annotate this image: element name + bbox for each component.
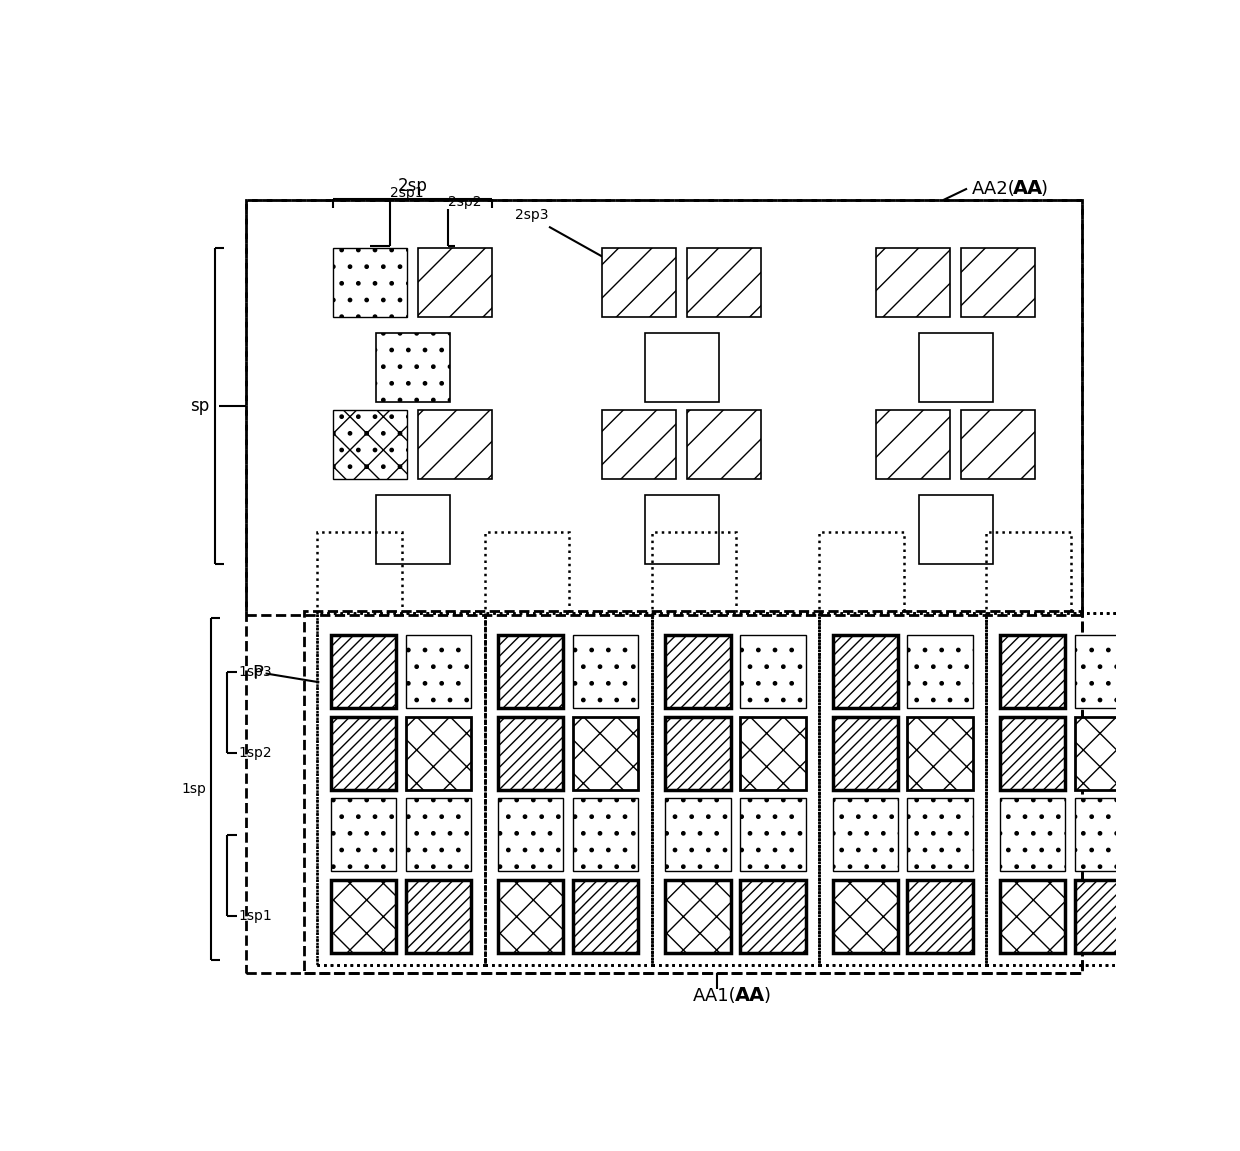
Bar [418, 247, 492, 318]
Text: 1sp2: 1sp2 [238, 746, 273, 760]
Bar [304, 611, 1083, 973]
Text: 2sp3: 2sp3 [516, 208, 549, 222]
Bar [908, 635, 973, 708]
Bar [645, 495, 719, 564]
Bar [666, 635, 730, 708]
Bar [376, 495, 450, 564]
Bar [573, 717, 639, 790]
Bar [331, 717, 397, 790]
Bar [645, 333, 719, 402]
Text: ): ) [1042, 180, 1048, 198]
Bar [1075, 799, 1140, 871]
Bar [820, 613, 986, 965]
Text: AA2(: AA2( [972, 180, 1016, 198]
Bar [961, 247, 1035, 318]
Text: AA: AA [1013, 180, 1043, 198]
Bar [986, 613, 1153, 965]
Bar [919, 333, 992, 402]
Bar [405, 717, 471, 790]
Bar [875, 410, 950, 479]
Bar [986, 613, 1153, 965]
Bar [919, 495, 992, 564]
Bar [573, 879, 639, 953]
Bar [908, 799, 973, 871]
Text: 1sp1: 1sp1 [238, 909, 273, 923]
Bar [601, 247, 676, 318]
Bar [999, 879, 1065, 953]
Bar [652, 613, 820, 965]
Text: sp: sp [191, 397, 210, 416]
Bar [498, 799, 563, 871]
Bar [1075, 879, 1140, 953]
Text: 2sp: 2sp [398, 177, 428, 195]
Bar [740, 635, 806, 708]
Bar [498, 717, 563, 790]
Text: 2sp2: 2sp2 [448, 195, 481, 209]
Bar [573, 635, 639, 708]
Text: P: P [253, 664, 264, 683]
Bar [999, 717, 1065, 790]
Bar [687, 247, 761, 318]
Text: 2sp1: 2sp1 [391, 186, 424, 200]
Bar [485, 613, 652, 965]
Bar [498, 879, 563, 953]
Bar [331, 635, 397, 708]
Bar [832, 879, 898, 953]
Bar [666, 879, 730, 953]
Bar [247, 200, 1083, 615]
Bar [331, 799, 397, 871]
Bar [740, 717, 806, 790]
Bar [317, 613, 485, 965]
Text: ): ) [764, 986, 770, 1005]
Bar [331, 879, 397, 953]
Bar [485, 613, 652, 965]
Bar [666, 799, 730, 871]
Bar [820, 613, 986, 965]
Bar [418, 410, 492, 479]
Bar [875, 247, 950, 318]
Bar [1075, 717, 1140, 790]
Bar [999, 799, 1065, 871]
Bar [405, 635, 471, 708]
Bar [332, 410, 407, 479]
Bar [376, 333, 450, 402]
Bar [666, 717, 730, 790]
Text: 1sp: 1sp [181, 782, 206, 796]
Bar [405, 799, 471, 871]
Bar [961, 410, 1035, 479]
Bar [317, 613, 485, 965]
Bar [247, 200, 1083, 973]
Text: AA: AA [734, 986, 765, 1005]
Bar [740, 879, 806, 953]
Bar [573, 799, 639, 871]
Bar [832, 635, 898, 708]
Bar [498, 635, 563, 708]
Bar [740, 799, 806, 871]
Bar [832, 717, 898, 790]
Bar [908, 879, 973, 953]
Bar [332, 247, 407, 318]
Text: 1sp3: 1sp3 [238, 664, 273, 679]
Bar [601, 410, 676, 479]
Bar [405, 879, 471, 953]
Bar [1075, 635, 1140, 708]
Bar [652, 613, 820, 965]
Bar [832, 799, 898, 871]
Text: AA1(: AA1( [693, 986, 737, 1005]
Bar [999, 635, 1065, 708]
Bar [687, 410, 761, 479]
Bar [908, 717, 973, 790]
